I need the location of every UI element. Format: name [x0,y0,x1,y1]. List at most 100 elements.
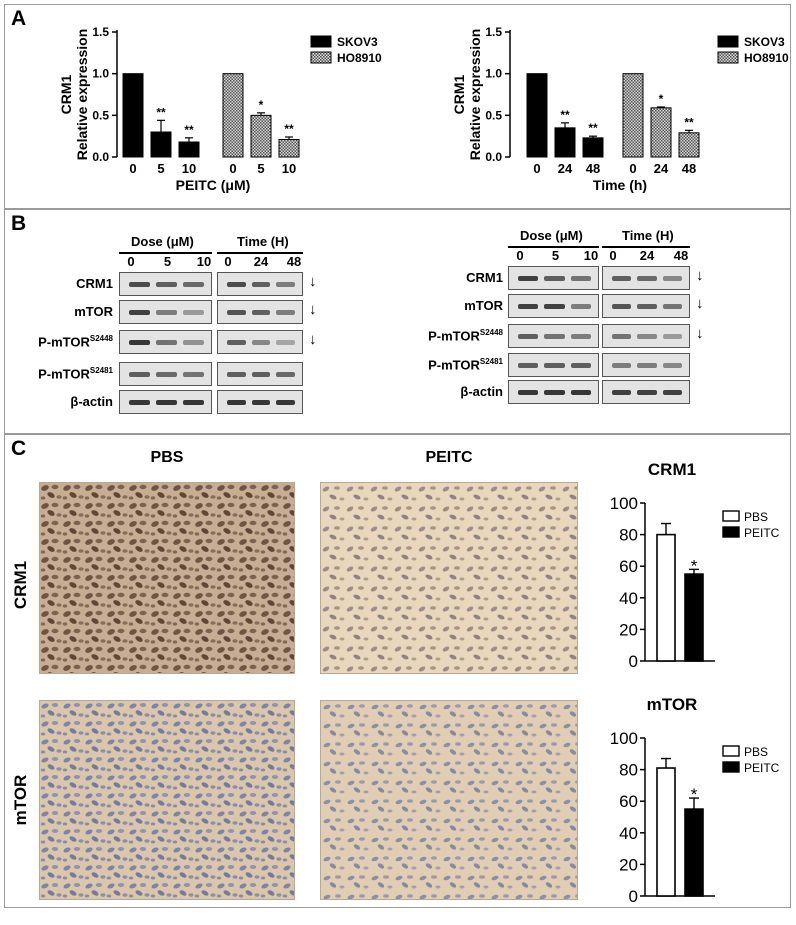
protein-band [276,372,295,377]
significance-mark: ** [588,121,598,135]
y-tick-label: 0.0 [92,150,109,164]
legend-swatch [717,35,739,48]
blot-row-label: mTOR [464,298,503,313]
protein-band [518,390,539,395]
micrograph-crm1-pbs [39,482,295,674]
significance-mark: * [259,98,264,112]
panel-a: A 0.0 0.5 1.0 1.5 CRM1Relative expression 0 **… [4,4,791,209]
blot-row-label: β-actin [70,394,113,409]
protein-band [183,372,204,377]
decrease-arrow: ↓ [309,301,317,318]
significance-mark: ** [156,105,166,119]
protein-band [227,372,246,377]
x-tick-label: 0 [533,161,540,176]
legend-label: SKOV3 [744,35,785,49]
blot-strip [119,272,212,296]
blot-row-label: β-actin [460,384,503,399]
legend-swatch [722,526,740,538]
legend-label: SKOV3 [337,35,378,49]
bar [656,533,676,662]
blot-row-label: P-mTORS2448 [38,334,113,350]
blot-strip [602,353,690,377]
protein-band [183,282,204,287]
significance-mark: ** [684,115,694,129]
blot-strip [508,294,599,318]
bar [656,767,676,897]
dose-lane-label: 5 [551,248,560,263]
protein-band [637,390,657,395]
mtor-ihc-bar-chart: mTOR 0 20 40 60 80 100 * PBS PEITC [610,695,780,906]
y-tick-label: 0 [629,887,638,906]
dose-lane-label: 0 [516,248,524,263]
bar [684,573,704,662]
protein-band [518,276,539,281]
legend-label: HO8910 [744,51,789,65]
significance-mark: ** [560,108,570,122]
blot-row-label: P-mTORS2481 [38,366,113,382]
blot-strip [602,380,690,404]
protein-band [544,304,565,309]
y-tick-label: 0 [629,652,638,671]
blot-strip [508,266,599,290]
legend-swatch [722,761,740,773]
protein-band [637,363,657,368]
panel-c: C PBS PEITC CRM1 mTOR CRM1 0 20 40 60 80 100 * P… [4,434,791,908]
protein-band [227,310,246,315]
protein-band [227,400,246,405]
protein-band [251,400,271,405]
blot-strip [602,324,690,348]
blot-row-label-superscript: S2448 [479,328,503,337]
protein-band [544,390,565,395]
western-blot-left: Dose (μM) Time (H) 0 5 10 0 24 48 CRM1 ↓ mTOR ↓ P-mT… [5,210,395,435]
protein-band [276,282,295,287]
x-tick-label: 0 [129,161,136,176]
blot-row-label: CRM1 [466,270,503,285]
bar [684,808,704,897]
protein-band [662,363,682,368]
blot-strip [119,362,212,386]
dose-header-rule [508,246,599,248]
blot-row-label: mTOR [74,304,113,319]
protein-band [183,340,204,345]
y-tick-label: 80 [619,761,638,780]
protein-band [662,304,682,309]
dose-lane-label: 10 [196,254,212,269]
protein-band [251,282,271,287]
protein-band [129,282,150,287]
legend-swatch [310,51,332,64]
protein-band [251,310,271,315]
dose-header: Dose (μM) [520,228,583,243]
blot-strip [217,362,303,386]
western-blot-right: Dose (μM) Time (H) 0 5 10 0 24 48 CRM1 ↓ mTOR ↓ P-mT… [395,210,790,435]
decrease-arrow: ↓ [696,267,704,284]
row-header-mtor: mTOR [11,774,30,826]
y-tick-label: 0.0 [485,150,502,164]
time-header: Time (H) [237,234,289,249]
y-tick-label: 0.5 [92,108,109,122]
y-tick-label: 20 [619,855,638,874]
legend-swatch [722,745,740,757]
protein-band [612,390,632,395]
protein-band [612,276,632,281]
x-tick-label: 5 [157,161,164,176]
y-tick-label: 100 [610,494,638,513]
decrease-arrow: ↓ [309,331,317,348]
y-tick-label: 1.5 [485,25,502,39]
significance-mark: * [659,92,664,106]
blot-row-label-superscript: S2481 [479,357,503,366]
blot-strip [508,353,599,377]
micrograph-mtor-pbs [39,700,295,900]
protein-band [544,276,565,281]
dose-lane-label: 5 [163,254,172,269]
y-tick-label: 100 [610,729,638,748]
x-tick-label: 5 [257,161,264,176]
protein-band [156,310,177,315]
bar [278,139,300,158]
x-tick-label: 0 [629,161,636,176]
bar [650,107,672,158]
significance-mark: * [691,785,698,804]
protein-band [518,363,539,368]
x-tick-label: 24 [654,161,669,176]
legend-label: PEITC [744,526,780,540]
